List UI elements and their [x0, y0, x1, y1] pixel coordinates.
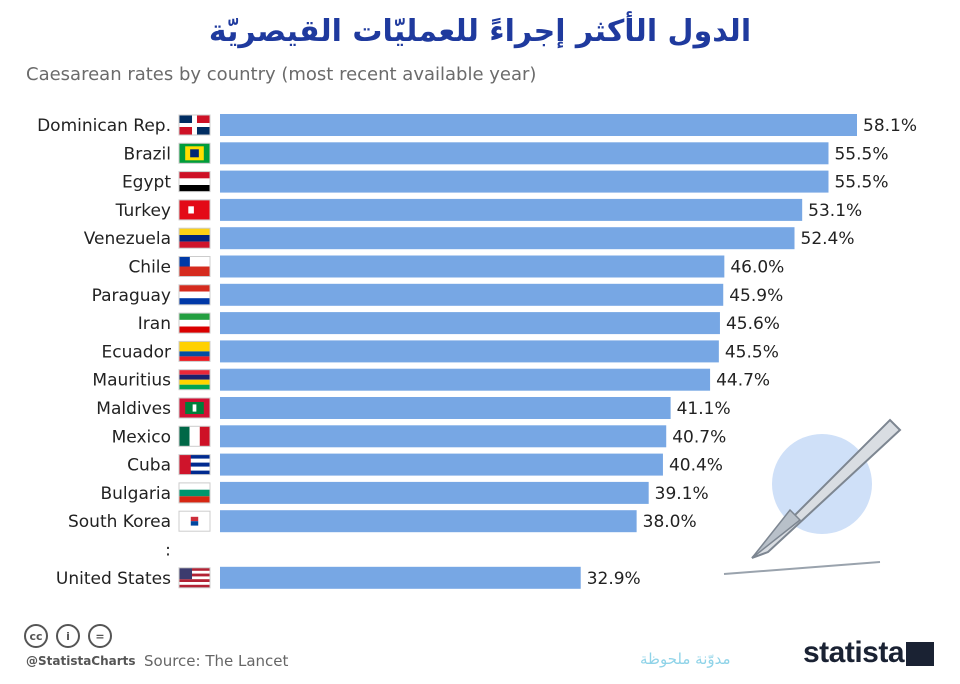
bar — [220, 340, 719, 363]
bar — [220, 142, 829, 165]
bar — [220, 255, 725, 278]
flag-icon — [178, 171, 211, 193]
bar — [220, 425, 667, 448]
bar — [220, 312, 720, 335]
flag-icon — [178, 510, 211, 532]
category-label: Brazil — [124, 144, 171, 164]
value-label: 39.1% — [655, 484, 709, 504]
bar — [220, 481, 649, 504]
bar-row: Egypt 55.5% — [122, 170, 889, 193]
bar-row: Maldives 41.1% — [96, 397, 731, 419]
value-label: 52.4% — [801, 229, 855, 249]
bar — [220, 227, 795, 250]
category-label: Turkey — [115, 201, 171, 221]
flag-icon — [178, 199, 211, 221]
value-label: 32.9% — [587, 569, 641, 589]
bar-row: Paraguay 45.9% — [92, 283, 783, 306]
bar-row: United States 32.9% — [56, 566, 641, 589]
decor-line — [723, 561, 881, 575]
value-label: 55.5% — [834, 144, 888, 164]
value-label: 46.0% — [730, 258, 784, 278]
value-label: 38.0% — [643, 512, 697, 532]
category-label: Paraguay — [92, 286, 171, 306]
bar-row: Cuba 40.4% — [127, 453, 723, 476]
chart-subtitle: Caesarean rates by country (most recent … — [26, 64, 537, 85]
bar — [220, 566, 581, 589]
flag-icon — [178, 482, 211, 504]
bar-row: Iran 45.6% — [138, 312, 780, 335]
bar-row: South Korea 38.0% — [68, 510, 697, 533]
bar-row: Mauritius 44.7% — [92, 368, 770, 391]
decor-circle — [772, 434, 872, 534]
category-label: Mauritius — [92, 371, 171, 391]
flag-icon — [178, 340, 211, 362]
flag-icon — [178, 312, 211, 334]
bar-row: Bulgaria 39.1% — [101, 481, 709, 504]
category-label: Ecuador — [102, 342, 171, 362]
bar-row: Mexico 40.7% — [112, 425, 726, 448]
arabic-title: الدول الأكثر إجراءً للعمليّات القيصريّة — [208, 14, 752, 49]
bar — [220, 397, 671, 419]
bar — [220, 453, 663, 476]
category-label: South Korea — [68, 512, 171, 532]
value-label: 41.1% — [677, 399, 731, 419]
watermark: مدوّنة ملحوظة — [640, 650, 731, 668]
value-label: 58.1% — [863, 116, 917, 136]
flag-icon — [178, 425, 211, 447]
flag-icon — [178, 369, 211, 391]
category-label: Dominican Rep. — [37, 116, 171, 136]
attribution-icon: i — [56, 624, 80, 648]
value-label: 55.5% — [834, 173, 888, 193]
value-label: 44.7% — [716, 371, 770, 391]
bar — [220, 198, 803, 221]
no-derivatives-icon: = — [88, 624, 112, 648]
category-label: Chile — [128, 258, 171, 278]
flag-icon — [178, 567, 211, 589]
bar-row: Dominican Rep. 58.1% — [37, 114, 917, 136]
flag-icon — [178, 227, 211, 249]
value-label: 45.9% — [729, 286, 783, 306]
flag-icon — [178, 256, 211, 277]
scalpel-blade — [751, 508, 802, 559]
category-label: Bulgaria — [101, 484, 172, 504]
statista-logo-icon — [906, 642, 934, 666]
category-label: Iran — [138, 314, 171, 334]
bar — [220, 170, 829, 193]
twitter-handle: @StatistaCharts — [26, 654, 136, 668]
bar-row: Chile 46.0% — [128, 255, 784, 278]
license-icons: cc i = — [24, 624, 112, 648]
category-label: Egypt — [122, 173, 171, 193]
bar — [220, 114, 857, 136]
scalpel-illustration — [723, 418, 902, 575]
category-label: Maldives — [96, 399, 171, 419]
statista-logo: statista — [803, 636, 905, 669]
bar — [220, 283, 724, 306]
category-label: Mexico — [112, 427, 171, 447]
flag-icon — [178, 284, 211, 306]
value-label: 53.1% — [808, 201, 862, 221]
flag-icon — [178, 114, 211, 136]
value-label: 45.5% — [725, 342, 779, 362]
source-label: Source: The Lancet — [144, 652, 289, 670]
bar-row: Turkey 53.1% — [115, 198, 862, 221]
category-label: Cuba — [127, 456, 171, 476]
value-label: 40.4% — [669, 456, 723, 476]
flag-icon — [178, 142, 211, 164]
bar-row: Ecuador 45.5% — [102, 340, 779, 363]
value-label: 40.7% — [672, 427, 726, 447]
category-label: United States — [56, 569, 171, 589]
flag-icon — [178, 397, 211, 419]
bar-row: Venezuela 52.4% — [84, 227, 855, 250]
bar — [220, 368, 711, 391]
flag-icon — [178, 454, 211, 476]
bar-row: Brazil 55.5% — [124, 142, 889, 165]
creative-commons-icon: cc — [24, 624, 48, 648]
gap-marker: : — [165, 541, 171, 561]
bar — [220, 510, 637, 533]
category-label: Venezuela — [84, 229, 171, 249]
value-label: 45.6% — [726, 314, 780, 334]
